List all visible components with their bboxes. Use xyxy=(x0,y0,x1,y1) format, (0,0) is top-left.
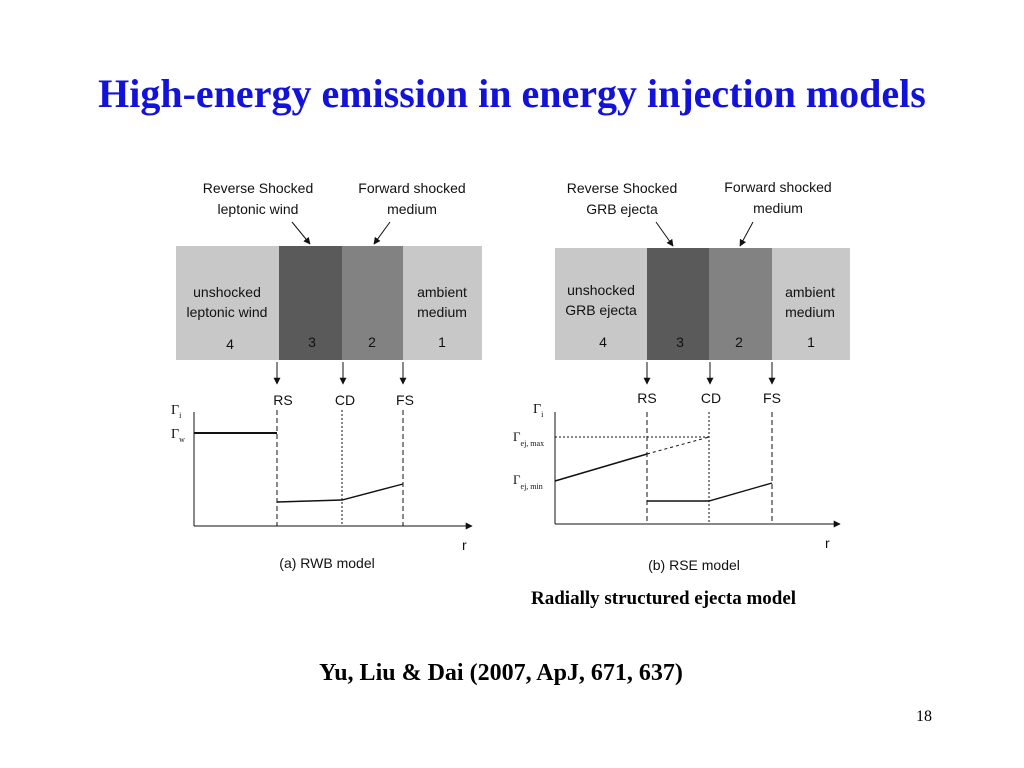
rse-unshocked-gamma-line xyxy=(554,453,648,482)
rse-region-2 xyxy=(709,248,772,360)
rwb-region4-label: unshocked xyxy=(193,284,261,300)
rwb-rs-label: RS xyxy=(273,392,292,408)
rse-region1-label: ambient xyxy=(785,284,835,300)
rse-gamma-min-label: Γej, min xyxy=(513,472,543,491)
rwb-region1-label: ambient xyxy=(417,284,467,300)
rse-reverse-shocked-label: Reverse Shocked xyxy=(567,180,678,196)
rse-region2-number: 2 xyxy=(735,334,743,350)
rse-panel: Reverse Shocked GRB ejecta Forward shock… xyxy=(513,179,850,573)
rse-fs-arrow xyxy=(739,221,754,247)
rse-region4-number: 4 xyxy=(599,334,607,350)
rwb-region1-label-2: medium xyxy=(417,304,467,320)
rwb-gamma-w-label: Γw xyxy=(171,427,185,444)
rwb-panel: Reverse Shocked leptonic wind Forward sh… xyxy=(171,180,482,571)
rwb-region3-number: 3 xyxy=(308,334,316,350)
rse-x-axis-label: r xyxy=(825,535,830,551)
rse-region-4 xyxy=(555,248,647,360)
rse-caption: (b) RSE model xyxy=(648,557,740,573)
slide-title: High-energy emission in energy injection… xyxy=(98,71,926,116)
rwb-region2-number: 2 xyxy=(368,334,376,350)
rse-region1-label-2: medium xyxy=(785,304,835,320)
rse-reverse-shocked-label-2: GRB ejecta xyxy=(586,201,658,217)
rwb-caption: (a) RWB model xyxy=(279,555,374,571)
rse-rs-label: RS xyxy=(637,390,656,406)
rse-shocked-gamma-curve xyxy=(647,482,773,502)
rse-region4-label: unshocked xyxy=(567,282,635,298)
rse-cd-label: CD xyxy=(701,390,721,406)
rse-region3-number: 3 xyxy=(676,334,684,350)
rwb-shocked-gamma-curve xyxy=(276,483,404,503)
rwb-fs-arrow xyxy=(373,221,391,245)
rse-fs-label: FS xyxy=(763,390,781,406)
rse-forward-shocked-label-2: medium xyxy=(753,200,803,216)
citation: Yu, Liu & Dai (2007, ApJ, 671, 637) xyxy=(319,660,683,686)
rwb-forward-shocked-label: Forward shocked xyxy=(358,180,465,196)
rse-region-1 xyxy=(772,248,850,360)
rwb-reverse-shocked-label-2: leptonic wind xyxy=(218,201,299,217)
rwb-fs-label: FS xyxy=(396,392,414,408)
rse-model-caption: Radially structured ejecta model xyxy=(531,588,797,609)
rwb-region4-number: 4 xyxy=(226,336,234,352)
rwb-region-4 xyxy=(176,246,279,360)
rse-region4-label-2: GRB ejecta xyxy=(565,302,637,318)
rse-region-3 xyxy=(647,248,709,360)
rse-y-axis-label: Γi xyxy=(533,402,544,419)
rse-gamma-max-label: Γej, max xyxy=(513,429,544,448)
rwb-region-3 xyxy=(279,246,342,360)
rwb-region1-number: 1 xyxy=(438,334,446,350)
rwb-rs-arrow xyxy=(291,221,311,245)
rwb-forward-shocked-label-2: medium xyxy=(387,201,437,217)
rwb-x-axis-label: r xyxy=(462,537,467,553)
rwb-cd-label: CD xyxy=(335,392,355,408)
rse-gamma-extrapolation xyxy=(646,436,710,455)
rwb-y-axis-label: Γi xyxy=(171,403,182,420)
rse-region1-number: 1 xyxy=(807,334,815,350)
rse-forward-shocked-label: Forward shocked xyxy=(724,179,831,195)
rwb-region-1 xyxy=(403,246,482,360)
rwb-reverse-shocked-label: Reverse Shocked xyxy=(203,180,314,196)
rwb-region-2 xyxy=(342,246,403,360)
rse-rs-arrow xyxy=(655,221,674,247)
page-number: 18 xyxy=(916,708,932,725)
rwb-region4-label-2: leptonic wind xyxy=(187,304,268,320)
